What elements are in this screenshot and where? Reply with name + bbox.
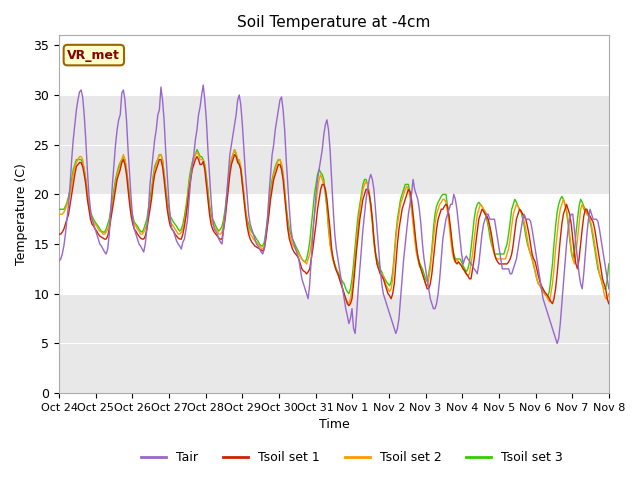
Bar	[59, 36, 609, 95]
Title: Soil Temperature at -4cm: Soil Temperature at -4cm	[237, 15, 431, 30]
Text: VR_met: VR_met	[67, 48, 120, 61]
Bar	[59, 194, 609, 294]
Legend: Tair, Tsoil set 1, Tsoil set 2, Tsoil set 3: Tair, Tsoil set 1, Tsoil set 2, Tsoil se…	[136, 446, 568, 469]
X-axis label: Time: Time	[319, 419, 349, 432]
Y-axis label: Temperature (C): Temperature (C)	[15, 163, 28, 265]
